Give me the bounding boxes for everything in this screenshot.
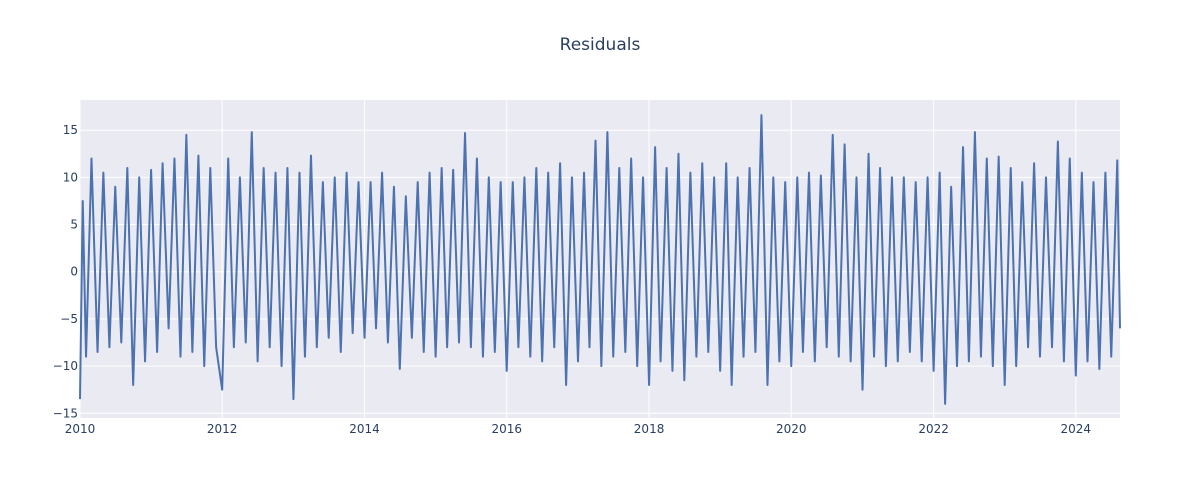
- x-tick-label: 2020: [776, 422, 807, 436]
- x-tick-label: 2024: [1061, 422, 1092, 436]
- x-tick-label: 2014: [349, 422, 380, 436]
- chart-title: Residuals: [560, 35, 641, 55]
- y-tick-label: 0: [70, 265, 78, 279]
- y-tick-label: 5: [70, 218, 78, 232]
- x-tick-label: 2018: [634, 422, 665, 436]
- tick-layer: 2010 2012 2014 2016 2018 2020 2022 2024 −15 −10 −5…: [53, 123, 1091, 436]
- y-tick-label: −10: [53, 359, 78, 373]
- x-tick-label: 2012: [207, 422, 238, 436]
- y-tick-label: −5: [60, 312, 78, 326]
- y-tick-label: 10: [63, 170, 78, 184]
- y-tick-label: 15: [63, 123, 78, 137]
- y-tick-label: −15: [53, 406, 78, 420]
- x-tick-label: 2016: [491, 422, 522, 436]
- x-tick-label: 2010: [65, 422, 96, 436]
- x-tick-label: 2022: [918, 422, 949, 436]
- series-layer: [79, 114, 1121, 405]
- residuals-series-line: [79, 114, 1121, 405]
